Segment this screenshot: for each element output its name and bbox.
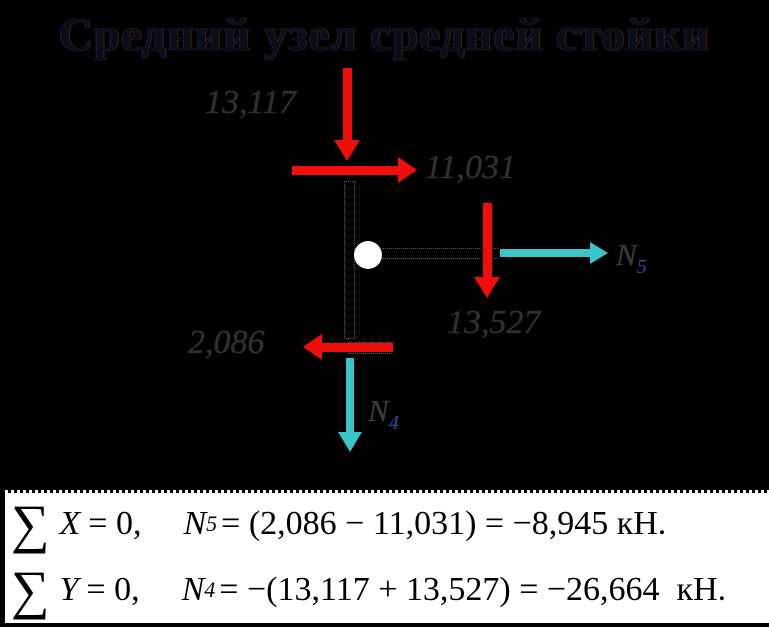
dotted-connector-bottom xyxy=(348,342,394,354)
equation-result: = (2,086 − 11,031) = −8,945 кН. xyxy=(221,505,667,542)
n4-label: N4 xyxy=(368,393,399,435)
n5-subscript: 5 xyxy=(636,256,647,278)
dotted-connector xyxy=(382,248,498,259)
equation-result: = −(13,117 + 13,527) = −26,664 кН. xyxy=(219,571,727,608)
equation-n: N xyxy=(181,571,205,608)
arrow-down-top-icon xyxy=(343,68,352,140)
equations-box: ∑ X = 0, N 5 = (2,086 − 11,031) = −8,945 кН. … xyxy=(2,490,769,626)
equation-n-subscript: 4 xyxy=(204,577,216,602)
equation-variable: Y xyxy=(59,571,79,608)
equation-n: N xyxy=(183,505,207,542)
arrow-left-head-icon xyxy=(303,334,322,360)
n4-subscript: 4 xyxy=(388,412,399,434)
sigma-icon: ∑ xyxy=(11,560,50,620)
equation-relation: = 0, xyxy=(88,505,142,542)
reaction-arrow-right-icon xyxy=(500,249,590,257)
slide-title: Средний узел средней стойки xyxy=(58,9,711,61)
sigma-icon: ∑ xyxy=(11,494,50,554)
n4-base: N xyxy=(368,393,389,428)
equation-sum-y: ∑ Y = 0, N 4 = −(13,117 + 13,527) = −26,664 к… xyxy=(11,561,769,619)
equation-variable: X xyxy=(59,505,81,542)
arrow-right-icon xyxy=(292,166,398,175)
equation-n-subscript: 5 xyxy=(206,511,218,536)
arrow-right-head-icon xyxy=(398,157,417,183)
n5-base: N xyxy=(616,237,637,272)
reaction-arrow-down-icon xyxy=(346,358,354,432)
arrow-down-top-head-icon xyxy=(334,140,360,161)
arrow-down-right-head-icon xyxy=(474,277,500,298)
equation-relation: = 0, xyxy=(86,571,140,608)
arrow-left-icon xyxy=(322,343,393,352)
force-label-bottom-right: 13,527 xyxy=(447,304,541,341)
node-circle xyxy=(354,241,382,269)
n5-label: N5 xyxy=(616,237,647,279)
force-label-left: 2,086 xyxy=(188,324,265,361)
arrow-down-right-icon xyxy=(483,203,492,277)
column-outline xyxy=(344,181,355,339)
reaction-arrow-down-head-icon xyxy=(338,432,362,452)
force-label-right: 11,031 xyxy=(425,149,516,186)
force-label-top: 13,117 xyxy=(205,84,296,121)
reaction-arrow-right-head-icon xyxy=(590,242,608,264)
equation-sum-x: ∑ X = 0, N 5 = (2,086 − 11,031) = −8,945 кН. xyxy=(11,495,769,553)
